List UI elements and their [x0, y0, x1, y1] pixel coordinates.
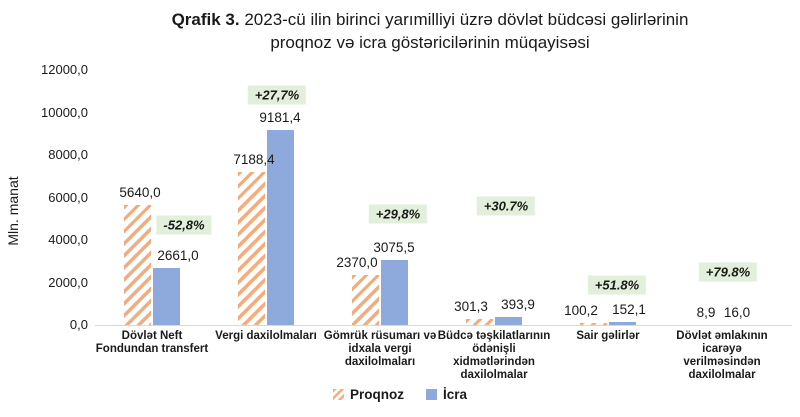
y-tick-label: 6000,0: [48, 189, 88, 205]
y-tick-label: 8000,0: [48, 147, 88, 162]
value-label-icra: 9181,4: [259, 109, 301, 125]
change-badge: -52,8%: [156, 215, 212, 235]
chart-title-prefix: Qrafik 3.: [171, 10, 240, 29]
category-label-line: ödənişli: [472, 343, 516, 355]
bar-icra: [495, 316, 522, 325]
value-label-icra: 152,1: [612, 301, 646, 317]
legend-item-proqnoz: Proqnoz: [332, 387, 404, 402]
category-label-line: xidmətlərindən: [453, 356, 535, 368]
value-label-proqnoz: 5640,0: [119, 185, 161, 201]
bar-proqnoz: [352, 274, 379, 325]
proqnoz-hatch-swatch-icon: [332, 389, 344, 400]
y-axis-title: Mln. manat: [5, 176, 21, 246]
value-label-proqnoz: 8,9: [696, 304, 716, 320]
legend: Proqnoz İcra: [0, 387, 800, 402]
category-label: Dövlət Neft Fondundan transfert: [94, 330, 210, 356]
category-label-line: daxilolmalar: [688, 369, 756, 381]
change-badge: +51.8%: [587, 275, 647, 295]
category-label-line: icarəyə: [702, 343, 742, 355]
category-label-line: verilməsindən: [683, 356, 761, 368]
category-label: Vergi daxilolmaları: [208, 330, 324, 343]
change-badge: +79.8%: [698, 262, 758, 282]
category-label: Sair gəlirlər: [550, 330, 666, 343]
value-label-proqnoz: 301,3: [454, 298, 488, 314]
legend-item-icra: İcra: [425, 387, 468, 402]
legend-label-icra: İcra: [442, 387, 468, 402]
category-label-line: Vergi daxilolmaları: [215, 330, 317, 342]
value-label-icra: 2661,0: [157, 248, 199, 264]
category-label-line: daxilolmalar: [460, 369, 528, 381]
value-label-proqnoz: 100,2: [564, 302, 598, 318]
value-label-icra: 3075,5: [373, 239, 415, 255]
category-label: Büdcə təşkilatlarının ödənişli xidmətlərin…: [436, 330, 552, 382]
chart-title-line1: Qrafik 3. 2023-cü ilin birinci yarımilli…: [60, 8, 800, 31]
change-badge: +29,8%: [368, 204, 428, 224]
bar-icra: [381, 259, 408, 325]
bar-icra: [153, 268, 180, 325]
y-tick-label: 12000,0: [41, 62, 88, 77]
bar-proqnoz: [580, 322, 607, 325]
bar-icra: [609, 321, 636, 325]
category-label-line: Dövlət əmlakının: [676, 330, 768, 342]
value-label-icra: 393,9: [501, 296, 535, 312]
y-tick-label: 4000,0: [48, 232, 88, 247]
chart-title-line1-rest: 2023-cü ilin birinci yarımilliyi üzrə dö…: [239, 10, 689, 29]
x-axis-line: [95, 325, 792, 326]
category-label-line: Fondundan transfert: [95, 343, 209, 355]
category-label-line: daxilolmaları: [344, 356, 416, 368]
change-badge: +27,7%: [247, 85, 307, 105]
category-label-line: Büdcə təşkilatlarının: [437, 330, 551, 342]
category-label: Dövlət əmlakının icarəyə verilməsindən daxi…: [664, 330, 780, 382]
category-label-line: Dövlət Neft: [121, 330, 183, 342]
bar-proqnoz: [238, 172, 265, 325]
value-label-proqnoz: 2370,0: [336, 254, 378, 270]
chart-title: Qrafik 3. 2023-cü ilin birinci yarımilli…: [60, 8, 800, 54]
y-tick-label: 2000,0: [48, 274, 88, 290]
category-label-line: idxala vergi: [348, 343, 412, 355]
bar-proqnoz: [466, 318, 493, 325]
y-tick-label: 0,0: [69, 317, 88, 332]
legend-label-proqnoz: Proqnoz: [349, 387, 404, 402]
category-label-line: Gömrük rüsumarı və: [323, 330, 437, 342]
change-badge: +30.7%: [476, 196, 536, 216]
chart-title-line2: proqnoz və icra göstəricilərinin müqayis…: [270, 33, 590, 52]
category-label-line: Sair gəlirlər: [576, 330, 640, 342]
value-label-icra: 16,0: [723, 304, 751, 320]
y-tick-label: 10000,0: [41, 104, 88, 120]
category-label: Gömrük rüsumarı və idxala vergi daxilolmal…: [322, 330, 438, 369]
value-label-proqnoz: 7188,4: [233, 152, 275, 168]
icra-solid-swatch-icon: [425, 389, 437, 400]
plot-area: [95, 70, 790, 325]
bar-proqnoz: [124, 205, 151, 325]
bar-icra: [267, 129, 294, 325]
